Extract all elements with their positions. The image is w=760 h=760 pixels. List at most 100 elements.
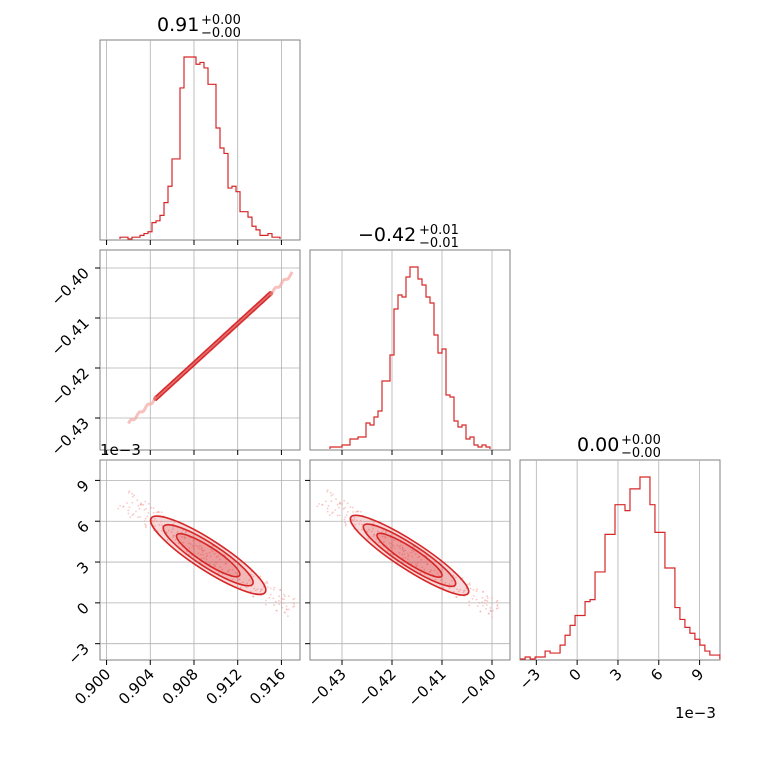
scatter-p1-p2-sample-point — [401, 548, 404, 551]
hist-p1-title-lower: −0.01 — [419, 236, 459, 251]
scatter-p1-p2-sample-point — [412, 550, 415, 553]
scatter-p1-p2-sample-point — [466, 583, 469, 586]
scatter-p1-p2-sample-point — [331, 493, 334, 496]
scatter-p0-p2-ytick-label-2: 3 — [73, 558, 92, 577]
scatter-p0-p2-sample-point — [145, 524, 147, 527]
scatter-p0-p2-contour-0 — [149, 515, 267, 596]
scatter-p1-p2-sample-point — [401, 547, 404, 549]
scatter-p0-p2-sample-point — [259, 575, 262, 578]
scatter-p0-p2-sample-point — [144, 523, 147, 525]
scatter-p1-p2-sample-point — [452, 591, 455, 593]
scatter-p0-p2-sample-point — [166, 531, 168, 534]
scatter-p1-p2-sample-point — [368, 528, 370, 531]
scatter-p0-p2-sample-point — [259, 590, 262, 593]
scatter-p1-p2-sample-point — [486, 595, 488, 598]
scatter-p0-p1-contour-lines — [155, 291, 271, 401]
hist-p2-xtick-label-1: 0 — [565, 665, 584, 684]
scatter-p1-p2-sample-point — [496, 605, 499, 607]
scatter-p1-p2-sample-point — [456, 588, 458, 591]
scatter-p1-p2-sample-point — [472, 595, 475, 597]
scatter-p0-p2-sample-point — [293, 597, 296, 600]
scatter-p1-p2-sample-point — [462, 591, 465, 594]
scatter-p0-p2-sample-point — [181, 536, 184, 538]
scatter-p0-p2-sample-point — [227, 570, 230, 573]
scatter-p0-p2-sample-point — [213, 552, 216, 555]
scatter-p1-p2-sample-point — [334, 509, 337, 511]
scatter-p0-p2-sample-point — [199, 553, 202, 556]
scatter-p0-p2-sample-point — [260, 588, 262, 591]
scatter-p1-p2-sample-point — [488, 612, 490, 615]
scatter-p1-p2-sample-point — [450, 580, 453, 582]
scatter-p0-p2-sample-point — [217, 555, 219, 558]
scatter-p1-p2-sample-point — [410, 562, 413, 565]
scatter-p0-p1-frame — [99, 249, 301, 451]
scatter-p1-p2-sample-point — [459, 589, 462, 591]
scatter-p1-p2-sample-point — [468, 582, 471, 585]
scatter-p0-p2-offset-label: 1e−3 — [100, 441, 141, 459]
scatter-p0-p2-sample-point — [160, 520, 162, 523]
scatter-p0-p2-sample-point — [256, 588, 259, 590]
scatter-p1-p2-sample-point — [372, 535, 375, 538]
scatter-p1-p2-sample-point — [478, 601, 481, 604]
scatter-p1-p2-sample-point — [389, 546, 392, 549]
scatter-p1-p2-sample-point — [353, 516, 356, 519]
scatter-p1-p2-sample-point — [398, 551, 401, 554]
scatter-p1-p2-sample-point — [483, 602, 486, 604]
scatter-p1-p2-sample-point — [403, 553, 406, 556]
scatter-p1-p2-sample-point — [404, 557, 407, 559]
scatter-p1-p2-sample-point — [495, 607, 498, 610]
scatter-p0-p2-sample-point — [170, 531, 173, 534]
scatter-p0-p2-sample-point — [203, 549, 206, 552]
scatter-p1-p2-sample-point — [448, 587, 451, 589]
scatter-p0-p2-sample-point — [282, 602, 285, 605]
hist-p0-title: 0.91 — [157, 14, 199, 36]
scatter-p0-p2-sample-point — [135, 510, 137, 513]
scatter-p1-p2-sample-point — [336, 503, 339, 506]
scatter-p1-p2-sample-point — [482, 590, 484, 593]
scatter-p0-p2-sample-point — [188, 542, 190, 545]
scatter-p1-p2-sample-point — [411, 555, 414, 558]
scatter-p0-p2-sample-point — [217, 572, 220, 574]
scatter-p1-p2-sample-point — [469, 587, 472, 590]
scatter-p1-p2-sample-point — [481, 601, 484, 603]
scatter-p0-p2-sample-point — [262, 586, 265, 588]
scatter-p0-p1-ytick-label-0: −0.40 — [48, 264, 93, 309]
scatter-p1-p2-sample-point — [472, 589, 475, 591]
scatter-p0-p2-sample-point — [172, 528, 174, 530]
scatter-p0-p2-sample-point — [176, 530, 179, 533]
scatter-p0-p2-sample-point — [129, 516, 132, 519]
hist-p1-steps — [329, 266, 491, 449]
scatter-p0-p2-sample-point — [172, 536, 174, 539]
scatter-p0-p2-sample-point — [147, 502, 150, 505]
scatter-p0-p2-sample-point — [285, 605, 288, 608]
scatter-p1-p2-sample-point — [351, 506, 354, 509]
scatter-p0-p2-sample-point — [128, 490, 131, 493]
scatter-p1-p2-sample-point — [496, 599, 499, 602]
scatter-p1-p2-sample-point — [373, 521, 376, 524]
scatter-p0-p2-sample-point — [273, 586, 276, 589]
scatter-p1-p2-sample-point — [423, 568, 426, 571]
scatter-p0-p2-sample-point — [252, 575, 255, 578]
scatter-p0-p2-sample-point — [267, 586, 269, 588]
scatter-p1-p2-sample-point — [469, 584, 471, 586]
scatter-p1-p2-sample-point — [461, 577, 464, 579]
scatter-p1-p2-sample-point — [343, 518, 346, 521]
scatter-p1-p2-sample-point — [330, 500, 333, 503]
scatter-p0-p2-sample-point — [208, 551, 211, 554]
scatter-p0-p2-xtick-label-0: 0.900 — [71, 665, 114, 708]
scatter-p1-p2-sample-point — [448, 583, 451, 586]
scatter-p0-p1-ytick-label-2: −0.42 — [48, 364, 93, 409]
scatter-p1-p2-sample-point — [436, 572, 439, 575]
scatter-p0-p2-xtick-label-2: 0.908 — [159, 665, 202, 708]
scatter-p1-p2-sample-point — [392, 544, 395, 547]
scatter-p1-p2-sample-point — [336, 514, 339, 517]
scatter-p0-p2-sample-point — [285, 608, 288, 611]
scatter-p0-p2-sample-point — [232, 578, 234, 581]
scatter-p0-p2-sample-point — [275, 609, 278, 612]
scatter-p0-p2-sample-point — [160, 511, 163, 514]
scatter-p0-p2-sample-point — [189, 543, 192, 545]
scatter-p0-p2-sample-point — [278, 595, 281, 598]
scatter-p0-p2-sample-point — [133, 494, 136, 497]
scatter-p1-p2-sample-point — [376, 530, 379, 533]
